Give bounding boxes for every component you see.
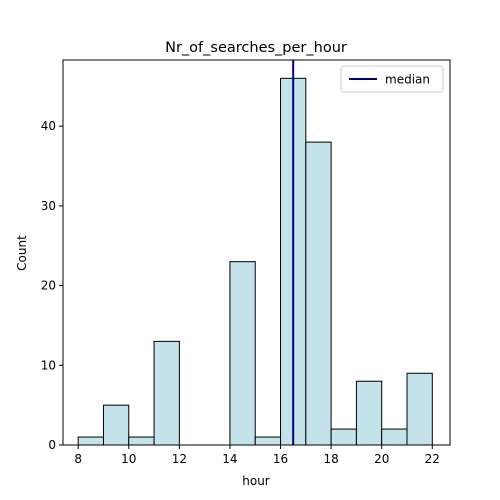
x-tick-label: 8 bbox=[74, 452, 82, 466]
x-tick-label: 18 bbox=[323, 452, 338, 466]
y-tick-label: 0 bbox=[48, 438, 56, 452]
bars-group bbox=[77, 77, 433, 446]
y-tick-label: 40 bbox=[41, 119, 56, 133]
y-tick-label: 30 bbox=[41, 199, 56, 213]
x-tick-label: 20 bbox=[374, 452, 389, 466]
chart-title: Nr_of_searches_per_hour bbox=[165, 40, 347, 56]
x-tick-label: 22 bbox=[425, 452, 440, 466]
histogram-bar-11 bbox=[406, 372, 433, 446]
histogram-bar-4 bbox=[229, 261, 256, 446]
y-tick-label: 10 bbox=[41, 358, 56, 372]
x-tick-label: 14 bbox=[222, 452, 237, 466]
x-tick-label: 10 bbox=[121, 452, 136, 466]
x-tick-label: 16 bbox=[273, 452, 288, 466]
legend-box bbox=[340, 65, 444, 93]
x-tick-label: 12 bbox=[172, 452, 187, 466]
legend: median bbox=[340, 65, 444, 93]
y-axis-label: Count bbox=[15, 235, 29, 271]
y-tick-label: 20 bbox=[41, 279, 56, 293]
histogram-bar-2 bbox=[128, 436, 155, 446]
histogram-bar-9 bbox=[355, 380, 383, 446]
histogram-bar-7 bbox=[305, 141, 332, 446]
histogram-bar-1 bbox=[102, 404, 130, 446]
x-axis: 8 10 12 14 16 18 20 22 bbox=[74, 445, 440, 466]
plot-frame bbox=[62, 59, 451, 446]
histogram-bar-0 bbox=[77, 436, 104, 446]
histogram-bar-10 bbox=[381, 428, 408, 446]
legend-median-label: median bbox=[385, 73, 430, 87]
x-axis-label: hour bbox=[242, 474, 270, 488]
histogram-bar-8 bbox=[330, 428, 357, 446]
histogram-bar-5 bbox=[254, 436, 282, 446]
histogram-bar-3 bbox=[153, 340, 180, 446]
y-axis: 0 10 20 30 40 bbox=[41, 119, 63, 452]
